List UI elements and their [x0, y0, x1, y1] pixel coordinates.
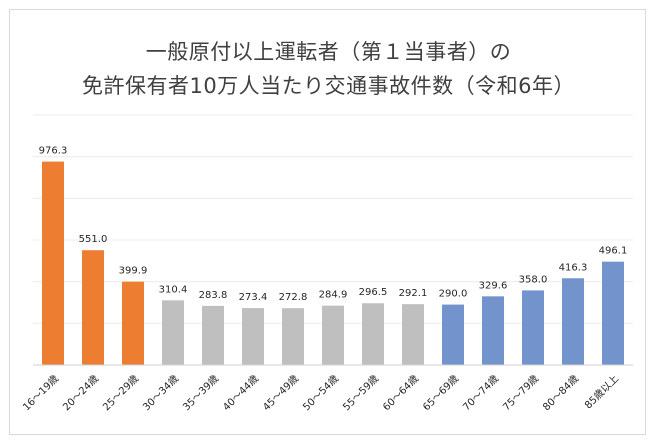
category-label: 60～64歳	[380, 373, 421, 414]
chart-title-line1: 一般原付以上運転者（第１当事者）の	[145, 40, 512, 64]
value-labels: 976.3 551.0 399.9 310.4 283.8 273.4 272.8 284.9…	[39, 146, 628, 304]
bar	[402, 304, 424, 365]
data-label: 296.5	[359, 287, 388, 298]
bar	[82, 250, 104, 365]
chart-title-line2: 免許保有者10万人当たり交通事故件数（令和6年）	[81, 74, 576, 98]
data-label: 310.4	[159, 284, 188, 295]
category-label: 16～19歳	[20, 373, 61, 414]
bar	[482, 296, 504, 365]
data-label: 292.1	[399, 288, 428, 299]
category-label: 70～74歳	[460, 373, 501, 414]
data-label: 273.4	[239, 292, 268, 303]
data-label: 272.8	[279, 292, 308, 303]
data-label: 290.0	[439, 289, 468, 300]
category-label: 50～54歳	[300, 373, 341, 414]
category-label: 65～69歳	[420, 373, 461, 414]
category-label: 45～49歳	[260, 373, 301, 414]
data-label: 496.1	[599, 246, 628, 257]
category-label: 55～59歳	[340, 373, 381, 414]
category-label: 25～29歳	[100, 373, 141, 414]
data-label: 416.3	[559, 262, 588, 273]
category-label: 35～39歳	[180, 373, 221, 414]
bar	[562, 278, 584, 365]
data-label: 284.9	[319, 290, 348, 301]
bar	[522, 290, 544, 365]
bar	[162, 300, 184, 365]
data-label: 283.8	[199, 290, 228, 301]
bar	[282, 308, 304, 365]
bars	[42, 161, 624, 365]
bar	[242, 308, 264, 365]
bar	[442, 304, 464, 365]
data-label: 329.6	[479, 280, 508, 291]
bar	[602, 261, 624, 365]
data-label: 358.0	[519, 274, 548, 285]
category-label: 20～24歳	[60, 373, 101, 414]
bar	[322, 305, 344, 365]
category-label: 40～44歳	[220, 373, 261, 414]
bar	[362, 303, 384, 365]
category-label: 75～79歳	[500, 373, 541, 414]
category-label: 85歳以上	[582, 373, 621, 412]
data-label: 399.9	[119, 266, 148, 277]
bar	[122, 281, 144, 365]
bar	[202, 305, 224, 365]
category-label: 30～34歳	[140, 373, 181, 414]
data-label: 551.0	[79, 234, 108, 245]
category-label: 80～84歳	[540, 373, 581, 414]
data-label: 976.3	[39, 146, 68, 157]
category-labels: 16～19歳 20～24歳 25～29歳 30～34歳 35～39歳 40～44歳 45～4…	[20, 373, 621, 414]
bar	[42, 161, 64, 365]
